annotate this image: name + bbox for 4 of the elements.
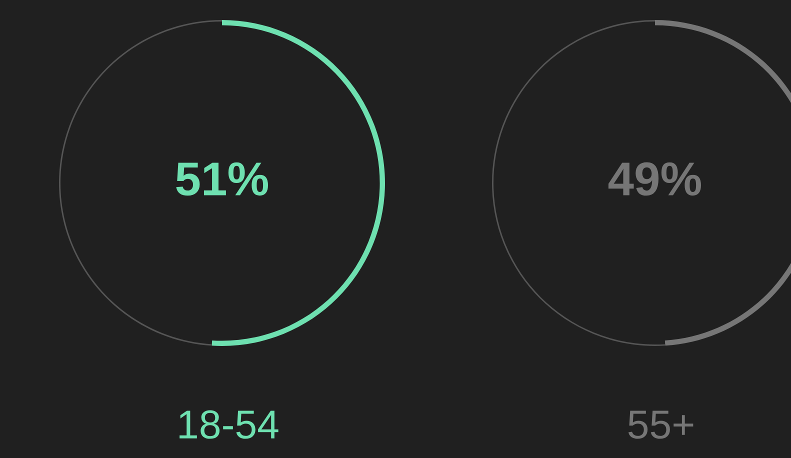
slice-label: 18-54 [180,410,278,439]
data-label: 49% [608,162,702,196]
data-label: 51% [176,162,268,196]
slice-label: 55+ [628,410,694,439]
